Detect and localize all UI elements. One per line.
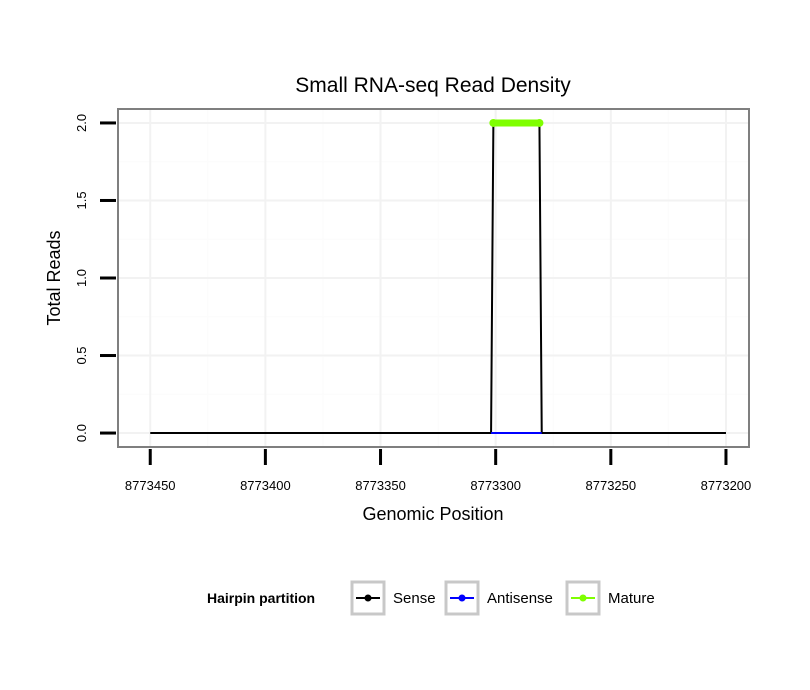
x-axis-title: Genomic Position — [362, 504, 503, 524]
plot-border — [117, 108, 750, 448]
legend-swatch-point-mature — [579, 594, 587, 602]
y-axis: 0.0 0.5 1.0 1.5 2.0 — [74, 114, 116, 442]
y-tick-label: 2.0 — [74, 114, 89, 132]
y-tick-label: 1.5 — [74, 191, 89, 209]
series-layer — [150, 118, 726, 435]
legend-label-antisense: Antisense — [487, 590, 553, 607]
x-tick-label: 8773300 — [470, 478, 521, 493]
legend-swatch-point-antisense — [458, 594, 466, 602]
legend-label-mature: Mature — [608, 590, 655, 607]
y-axis-title: Total Reads — [44, 230, 64, 325]
y-tick-label: 1.0 — [74, 269, 89, 287]
x-tick-label: 8773350 — [355, 478, 406, 493]
legend: Hairpin partition Sense Antisense Mature — [207, 580, 655, 616]
chart-title: Small RNA-seq Read Density — [295, 74, 571, 97]
x-tick-label: 8773200 — [701, 478, 752, 493]
legend-title: Hairpin partition — [207, 590, 315, 606]
grid-lines — [118, 109, 749, 447]
x-tick-label: 8773400 — [240, 478, 291, 493]
legend-label-sense: Sense — [393, 590, 436, 607]
x-tick-label: 8773250 — [586, 478, 637, 493]
x-axis: 8773450 8773400 8773350 8773300 8773250 87732… — [125, 449, 751, 493]
y-tick-label: 0.0 — [74, 424, 89, 442]
y-tick-label: 0.5 — [74, 346, 89, 364]
series-mature-point — [535, 118, 544, 127]
legend-swatch-point-sense — [364, 594, 372, 602]
x-tick-label: 8773450 — [125, 478, 176, 493]
series-mature-point — [489, 118, 498, 127]
